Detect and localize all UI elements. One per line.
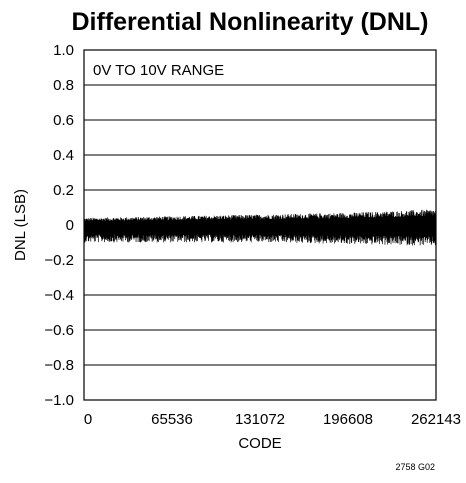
y-tick-label: 0.8: [53, 77, 74, 94]
y-tick-label: −0.4: [44, 287, 74, 304]
x-tick-label: 131072: [235, 411, 285, 428]
y-tick-label: 0.6: [53, 112, 74, 129]
y-tick-label: −0.8: [44, 357, 74, 374]
y-tick-label: −0.2: [44, 252, 74, 269]
figure-id: 2758 G02: [395, 462, 435, 472]
chart-title: Differential Nonlinearity (DNL): [72, 8, 429, 36]
y-tick-label: 1.0: [53, 42, 74, 59]
x-tick-labels: 0 65536 131072 196608 262143: [84, 411, 461, 428]
range-annotation: 0V TO 10V RANGE: [93, 62, 224, 79]
y-tick-label: 0.2: [53, 182, 74, 199]
x-tick-label: 65536: [151, 411, 193, 428]
y-tick-label: 0: [66, 217, 74, 234]
y-axis-label: DNL (LSB): [12, 189, 29, 261]
x-tick-label: 196608: [323, 411, 373, 428]
y-tick-labels: 1.0 0.8 0.6 0.4 0.2 0 −0.2 −0.4 −0.6 −0.8 −1.0: [44, 42, 74, 409]
dnl-series: [84, 210, 436, 246]
y-tick-label: −0.6: [44, 322, 74, 339]
y-tick-label: −1.0: [44, 392, 74, 409]
x-axis-label: CODE: [238, 435, 281, 452]
x-tick-label: 262143: [411, 411, 461, 428]
x-tick-label: 0: [84, 411, 92, 428]
y-tick-label: 0.4: [53, 147, 74, 164]
